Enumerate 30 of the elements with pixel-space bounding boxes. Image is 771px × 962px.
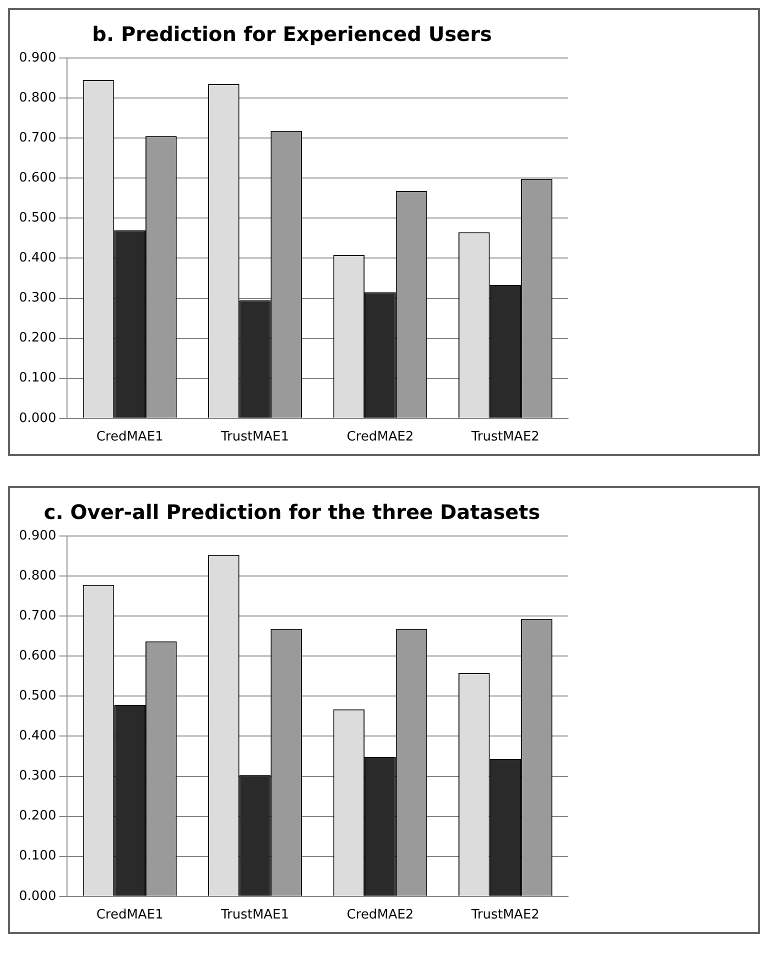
y-tick-label: 0.200	[19, 330, 56, 346]
y-tick-label: 0.600	[19, 170, 56, 186]
y-tick-label: 0.100	[19, 370, 56, 386]
y-tick-label: 0.700	[19, 130, 56, 146]
y-tick-label: 0.900	[19, 528, 56, 544]
y-tick-label: 0.300	[19, 290, 56, 306]
chart-title: b. Prediction for Experienced Users	[92, 22, 492, 46]
y-tick-label: 0.000	[19, 888, 56, 904]
y-tick-label: 0.200	[19, 808, 56, 824]
y-tick-label: 0.400	[19, 728, 56, 744]
x-tick-label: CredMAE2	[346, 908, 414, 923]
y-tick-label: 0.800	[19, 90, 56, 106]
x-tick-label: TrustMAE2	[470, 430, 540, 445]
y-tick-label: 0.800	[19, 568, 56, 584]
y-tick-label: 0.400	[19, 250, 56, 266]
y-tick-label: 0.300	[19, 768, 56, 784]
y-tick-label: 0.900	[19, 50, 56, 66]
x-tick-label: CredMAE1	[96, 908, 164, 923]
y-tick-label: 0.500	[19, 688, 56, 704]
x-tick-label: TrustMAE1	[220, 908, 290, 923]
x-tick-label: TrustMAE1	[220, 430, 290, 445]
y-tick-label: 0.000	[19, 410, 56, 426]
y-tick-label: 0.500	[19, 210, 56, 226]
x-tick-label: CredMAE1	[96, 430, 164, 445]
y-tick-label: 0.600	[19, 648, 56, 664]
x-tick-label: CredMAE2	[346, 430, 414, 445]
chart-title: c. Over-all Prediction for the three Datasets	[44, 500, 540, 524]
x-tick-label: TrustMAE2	[470, 908, 540, 923]
y-tick-label: 0.100	[19, 848, 56, 864]
y-tick-label: 0.700	[19, 608, 56, 624]
